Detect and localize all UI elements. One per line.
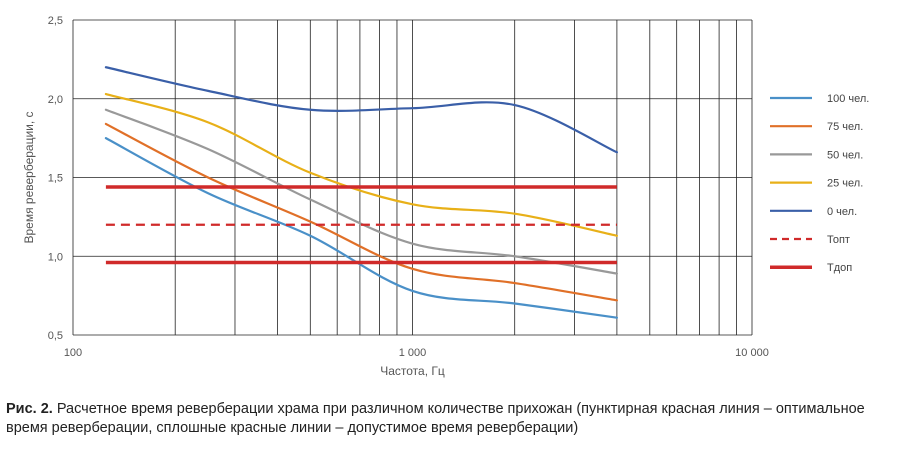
caption-text: Расчетное время реверберации храма при р…: [6, 401, 865, 436]
chart-tick-labels: 0,5 1,0 1,5 2,0 2,5 100 1 000 10 000: [48, 15, 769, 359]
series-line: [104, 66, 618, 154]
y-axis-label: Время реверберации, с: [22, 111, 36, 243]
chart-legend: 100 чел. 75 чел. 50 чел. 25 чел. 0 чел. Топт Т…: [770, 93, 869, 274]
series-line: [104, 92, 618, 237]
x-tick-label: 100: [64, 347, 82, 359]
x-tick-label: 1 000: [399, 347, 427, 359]
legend-label: Тдоп: [827, 262, 852, 274]
y-tick-label: 2,5: [48, 15, 63, 27]
chart-grid: [72, 19, 753, 336]
x-tick-label: 10 000: [735, 347, 769, 359]
legend-label: 100 чел.: [827, 93, 869, 105]
legend-label: 0 чел.: [827, 206, 857, 218]
legend-label: 75 чел.: [827, 121, 863, 133]
y-tick-label: 2,0: [48, 94, 63, 106]
caption-figure-number: Рис. 2.: [6, 401, 53, 417]
y-tick-label: 1,0: [48, 251, 63, 263]
figure-caption: Рис. 2. Расчетное время реверберации хра…: [6, 400, 894, 438]
series-line: [104, 122, 618, 302]
legend-label: 25 чел.: [827, 178, 863, 190]
y-tick-label: 0,5: [48, 330, 63, 342]
reverberation-chart: 0,5 1,0 1,5 2,0 2,5 100 1 000 10 000 Частота, Г…: [22, 15, 869, 378]
x-axis-label: Частота, Гц: [380, 364, 445, 378]
legend-label: Топт: [827, 234, 850, 246]
y-tick-label: 1,5: [48, 173, 63, 185]
chart-series: [104, 66, 618, 319]
legend-label: 50 чел.: [827, 149, 863, 161]
